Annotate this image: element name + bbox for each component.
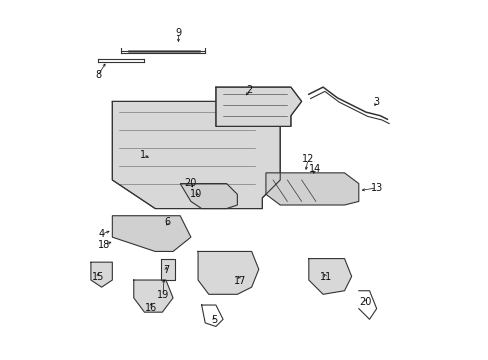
Text: 8: 8 bbox=[95, 70, 101, 80]
Text: 7: 7 bbox=[163, 265, 169, 275]
Polygon shape bbox=[216, 87, 301, 126]
Text: 14: 14 bbox=[308, 163, 321, 174]
Polygon shape bbox=[198, 251, 258, 294]
Text: 4: 4 bbox=[99, 229, 104, 239]
Polygon shape bbox=[134, 280, 173, 312]
Polygon shape bbox=[265, 173, 358, 205]
Polygon shape bbox=[160, 258, 175, 280]
Text: 5: 5 bbox=[211, 315, 217, 325]
Text: 11: 11 bbox=[319, 272, 331, 282]
Text: 13: 13 bbox=[370, 183, 382, 193]
Text: 12: 12 bbox=[301, 154, 314, 164]
Text: 3: 3 bbox=[373, 97, 379, 107]
Polygon shape bbox=[112, 216, 190, 251]
Text: 15: 15 bbox=[92, 272, 104, 282]
Text: 1: 1 bbox=[140, 150, 145, 160]
Polygon shape bbox=[180, 184, 237, 208]
Text: 9: 9 bbox=[175, 28, 181, 38]
Polygon shape bbox=[91, 262, 112, 287]
Text: 16: 16 bbox=[144, 303, 157, 313]
Text: 6: 6 bbox=[164, 217, 170, 227]
Text: 17: 17 bbox=[234, 276, 246, 286]
Text: 20: 20 bbox=[183, 178, 196, 188]
Text: 19: 19 bbox=[157, 290, 169, 300]
Text: 10: 10 bbox=[190, 189, 202, 199]
Text: 18: 18 bbox=[98, 240, 110, 250]
Text: 20: 20 bbox=[358, 297, 371, 307]
Polygon shape bbox=[112, 102, 280, 208]
Text: 2: 2 bbox=[246, 85, 252, 95]
Polygon shape bbox=[308, 258, 351, 294]
